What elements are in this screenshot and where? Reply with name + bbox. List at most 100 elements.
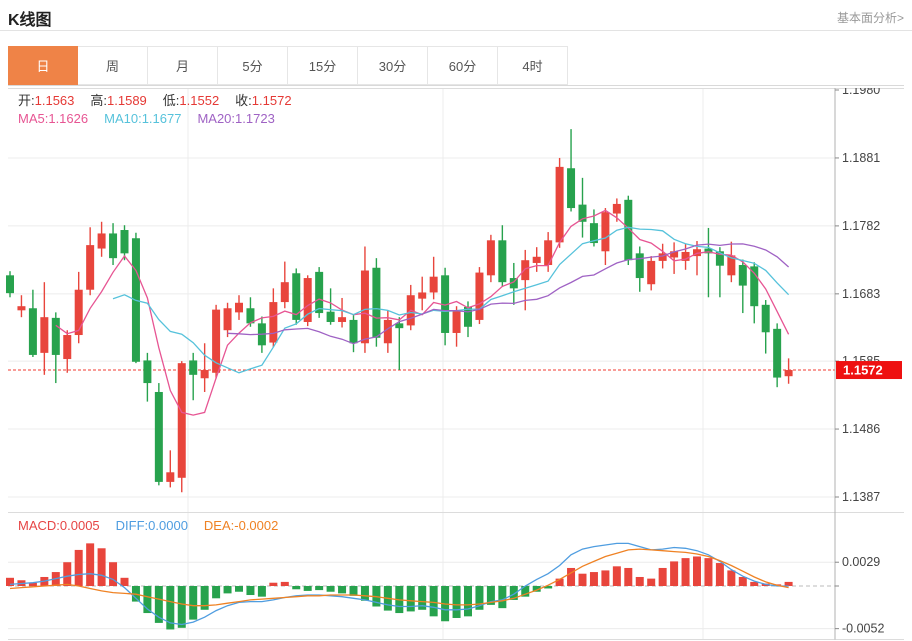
macd-hist-bar [635,576,644,586]
ma5-value-text: 1.1626 [48,111,89,126]
macd-hist-bar [727,570,736,586]
candle-body [635,253,644,279]
candle-body [17,306,26,311]
macd-legend: MACD:0.0005 DIFF:0.0000 DEA:-0.0002 [18,518,294,533]
candle-body [360,270,369,344]
macd-hist-bar [704,558,713,586]
ma-legend: MA5:1.1626 MA10:1.1677 MA20:1.1723 [18,111,291,126]
tab-5min[interactable]: 5分 [218,46,288,85]
macd-hist-bar [360,586,369,601]
tab-15min[interactable]: 15分 [288,46,358,85]
diff-value: DIFF:0.0000 [116,518,188,533]
macd-hist-bar [109,562,118,586]
macd-hist-bar [418,586,427,610]
kline-chart-svg[interactable]: 1.19801.18811.17821.16831.15851.14861.13… [0,88,912,641]
candle-body [372,267,381,338]
price-axis-label: 1.1881 [842,151,880,165]
ohlc-close-label: 收: [235,93,252,108]
candle-body [452,310,461,333]
tab-30min[interactable]: 30分 [358,46,428,85]
macd-hist-bar [406,586,415,612]
diff-line [9,542,789,626]
macd-hist-bar [86,543,95,586]
interval-tabbar: 日周月 5分 15分 30分 60分 4时 [8,46,904,86]
dea-value-label: DEA: [203,518,235,533]
tab-week[interactable]: 周 [78,46,148,85]
fundamental-analysis-link[interactable]: 基本面分析> [836,11,904,25]
macd-hist-bar [120,577,129,586]
candle-body [349,319,358,344]
macd-axis-label: -0.0052 [842,622,884,636]
candle-body [280,282,289,303]
page-title: K线图 [8,12,52,29]
macd-hist-bar [166,586,175,630]
candle-body [109,233,118,259]
candle-body [235,302,243,313]
candle-body [624,199,633,261]
diff-value-text: 0.0000 [148,518,188,533]
candle-body [727,255,736,276]
candle-body [715,251,724,266]
candle-body [681,251,690,261]
candle-body [670,251,679,258]
macd-hist-bar [338,586,347,594]
macd-hist-bar [681,558,690,586]
macd-hist-bar [326,586,335,592]
ohlc-close-text: 1.1572 [251,93,292,108]
ohlc-high-text: 1.1589 [107,93,147,108]
candle-body [177,363,186,478]
candle-body [395,323,404,329]
candle-body [120,230,129,254]
tab-4hour[interactable]: 4时 [498,46,568,85]
candle-body [521,260,530,281]
candle-body [63,335,72,360]
ohlc-low-text: 1.1552 [179,93,220,108]
candle-body [647,260,656,285]
candle-body [532,256,541,263]
last-price-badge [836,361,902,380]
ma10-value: MA10:1.1677 [104,111,181,126]
candle-body [315,271,324,314]
tab-day[interactable]: 日 [8,46,78,85]
candle-body [441,275,450,333]
macd-hist-bar [315,586,324,591]
macd-hist-bar [97,548,106,586]
page-header: K线图 基本面分析> [0,0,912,31]
candle-body [612,203,621,214]
macd-hist-bar [715,563,724,586]
dea-line [9,548,789,607]
ohlc-low-label: 低: [162,93,180,108]
ohlc-high: 高:1.1589 [90,93,146,108]
macd-hist-bar [498,586,507,609]
candle-body [154,391,163,482]
candle-body [86,245,95,290]
kline-chart-area[interactable]: 1.19801.18811.17821.16831.15851.14861.13… [0,88,912,641]
candle-body [28,308,37,355]
macd-hist-bar [63,562,72,586]
macd-hist-bar [784,581,793,586]
ma5-value: MA5:1.1626 [18,111,88,126]
ma20-value: MA20:1.1723 [197,111,274,126]
macd-hist-bar [624,567,633,586]
candle-body [464,306,472,327]
last-price-badge-text: 1.1572 [843,363,883,378]
candle-body [338,317,347,322]
macd-hist-bar [189,586,198,620]
macd-hist-bar [28,582,37,586]
macd-hist-bar [292,586,301,590]
tab-60min[interactable]: 60分 [428,46,498,85]
macd-hist-bar [452,586,461,618]
macd-hist-bar [429,586,438,617]
macd-hist-bar [154,586,163,623]
candle-body [475,272,484,320]
candle-body [51,317,60,355]
macd-value-label: MACD: [18,518,60,533]
macd-hist-bar [464,586,472,617]
tab-month[interactable]: 月 [148,46,218,85]
candle-body [486,240,495,276]
ma10-value-label: MA10: [104,111,142,126]
ma20-value-text: 1.1723 [235,111,275,126]
candle-body [750,266,759,307]
candle-body [383,319,392,344]
macd-value: MACD:0.0005 [18,518,100,533]
